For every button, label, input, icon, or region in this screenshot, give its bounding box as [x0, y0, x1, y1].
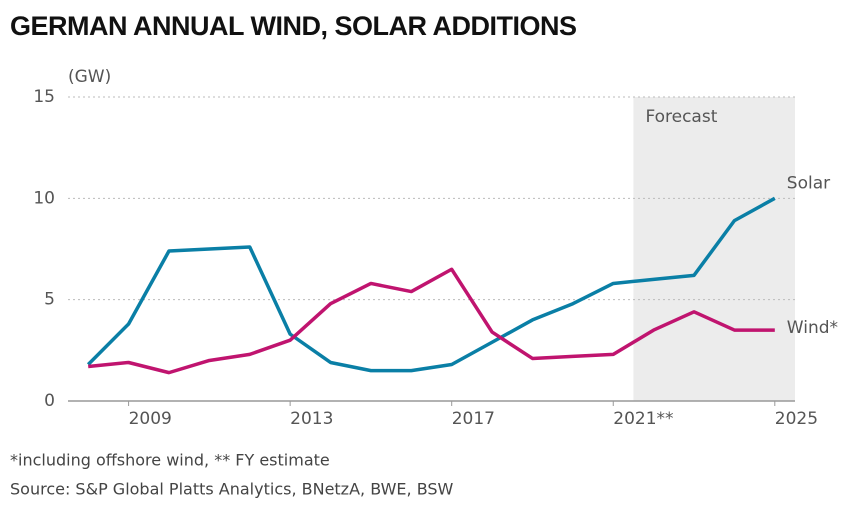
footnote: *including offshore wind, ** FY estimate — [10, 451, 330, 470]
x-tick-label: 2017 — [452, 409, 495, 429]
y-axis-label: (GW) — [68, 67, 111, 87]
y-tick-label: 10 — [33, 188, 55, 208]
series-label: Solar — [787, 173, 830, 193]
source: Source: S&P Global Platts Analytics, BNe… — [10, 480, 454, 499]
x-tick-label: 2025 — [775, 409, 818, 429]
y-tick-label: 5 — [44, 290, 55, 310]
x-tick-label: 2009 — [129, 409, 172, 429]
x-tick-label: 2013 — [290, 409, 333, 429]
x-tick-label: 2021** — [613, 409, 673, 429]
chart-title: GERMAN ANNUAL WIND, SOLAR ADDITIONS — [10, 11, 576, 41]
series-line — [88, 267, 775, 375]
y-tick-label: 15 — [33, 87, 55, 107]
y-tick-label: 0 — [44, 391, 55, 411]
series-label: Wind* — [787, 318, 838, 338]
forecast-label: Forecast — [645, 107, 717, 127]
series-line — [86, 196, 776, 373]
